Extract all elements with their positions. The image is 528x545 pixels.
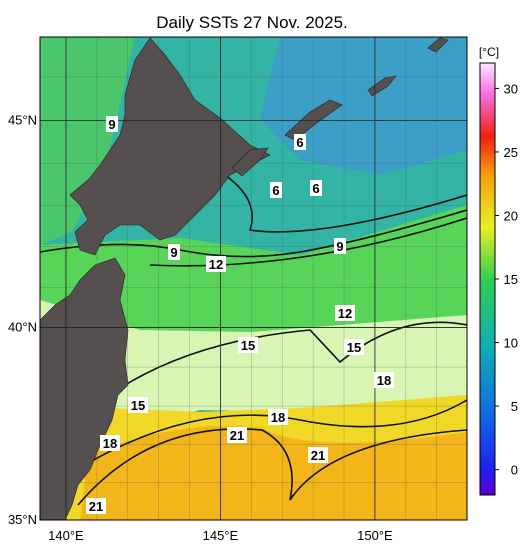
contour-label: 6 [312,181,319,196]
sst-area [40,205,467,355]
isotherm [89,399,467,463]
contour-label-box [128,397,148,413]
contour-label: 21 [311,448,325,463]
contour-label-box [308,447,328,463]
colorbar-tick-label: 10 [504,336,518,351]
contour-label-box [227,427,247,443]
contour-label-box [206,256,226,272]
contour-label: 12 [338,306,352,321]
contour-label: 15 [131,398,145,413]
colorbar-unit: [°C] [479,45,499,59]
contour-label-box [294,134,306,150]
isotherm [224,174,467,233]
lon-tick-label: 145°E [203,528,239,543]
contour-label: 18 [271,410,285,425]
contour-label: 21 [230,428,244,443]
lon-tick-label: 150°E [357,528,393,543]
contour-label: 6 [272,183,279,198]
sst-area [260,37,467,175]
isotherms [40,174,467,506]
contour-label: 15 [347,340,361,355]
contour-label: 21 [89,499,103,514]
isotherm [77,428,467,506]
sst-area [80,425,467,520]
isotherm [40,209,467,258]
contour-label-box [106,116,118,132]
contour-label-box [238,337,258,353]
contour-label-box [344,339,364,355]
plot-frame [39,36,468,521]
contour-label-box [334,238,346,254]
colorbar-tick-label: 0 [511,463,518,478]
contour-label: 18 [377,373,391,388]
sst-field [40,37,467,520]
contour-label: 12 [209,257,223,272]
contour-label-box [100,435,120,451]
colorbar-tick-label: 5 [511,399,518,414]
contour-label-box [270,182,282,198]
colorbar-tick-label: 20 [504,208,518,223]
contour-label-box [310,180,322,196]
contour-label-box [86,498,106,514]
contour-label: 6 [296,135,303,150]
contour-label-box [374,372,394,388]
contour-label-box [268,409,288,425]
graticule [40,37,467,521]
land [40,37,449,520]
colorbar [479,62,496,496]
lon-tick-label: 140°E [48,528,84,543]
contour-label: 15 [241,338,255,353]
contour-label-box [335,305,355,321]
contour-label: 9 [170,245,177,260]
contour-labels: 9 6 6 6 9 12 9 12 15 15 18 15 18 21 18 21 21 [86,116,394,514]
sst-area [40,37,135,245]
hokkaido [69,37,271,256]
lat-tick-label: 40°N [8,320,37,335]
lat-tick-label: 45°N [8,112,37,127]
contour-label: 9 [336,239,343,254]
lat-tick-label: 35°N [8,512,37,527]
contour-label: 9 [108,117,115,132]
colorbar-tick-label: 15 [504,272,518,287]
isotherm [124,321,467,386]
contour-label-box [168,244,180,260]
contour-label: 18 [103,436,117,451]
map-title: Daily SSTs 27 Nov. 2025. [156,13,348,32]
honshu [40,257,129,520]
isotherm [149,217,467,267]
colorbar-tick-label: 25 [504,145,518,160]
colorbar-tick-label: 30 [504,81,518,96]
island [427,37,449,53]
island [231,147,269,177]
